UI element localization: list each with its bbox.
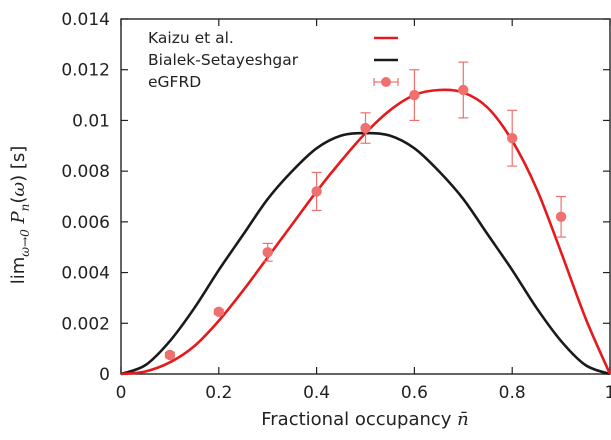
y-tick-label: 0.002 bbox=[61, 314, 110, 334]
data-point bbox=[311, 186, 322, 197]
y-axis-label: limω→0 Pn(ω) [s] bbox=[8, 146, 32, 285]
data-point bbox=[262, 247, 273, 258]
ticks-group: 0 0.2 0.4 0.6 0.8 1 0 0.002 0.004 0.006 0.008 0.01 0… bbox=[61, 10, 611, 403]
data-point bbox=[507, 132, 518, 144]
x-axis-label: Fractional occupancy n̄ bbox=[261, 409, 469, 430]
x-tick-label: 0 bbox=[116, 383, 127, 403]
x-tick-label: 0.4 bbox=[303, 383, 330, 403]
data-point bbox=[213, 306, 224, 318]
x-tick-label: 0.8 bbox=[499, 383, 526, 403]
series-group bbox=[120, 61, 611, 376]
legend-label: Kaizu et al. bbox=[148, 29, 234, 47]
y-axis-label-omega: ω bbox=[8, 182, 29, 197]
data-point bbox=[164, 349, 176, 361]
x-axis-label-symbol: n̄ bbox=[457, 409, 469, 430]
x-axis-label-text: Fractional occupancy bbox=[261, 409, 457, 430]
legend-label: Bialek-Setayeshgar bbox=[148, 51, 299, 69]
y-axis-label-unit: ) [s] bbox=[8, 146, 29, 182]
data-point bbox=[409, 89, 420, 101]
y-axis-label-n: n bbox=[18, 204, 32, 212]
y-axis-label-subscript: ω→0 bbox=[18, 229, 32, 257]
y-tick-label: 0.01 bbox=[72, 111, 110, 131]
data-point bbox=[458, 84, 469, 96]
series-line-1 bbox=[120, 131, 611, 376]
data-point bbox=[360, 122, 371, 134]
y-tick-label: 0.012 bbox=[61, 61, 110, 81]
y-tick-label: 0.014 bbox=[61, 10, 110, 30]
y-tick-label: 0.006 bbox=[61, 213, 110, 233]
plot-frame bbox=[120, 18, 611, 375]
y-tick-label: 0.004 bbox=[61, 264, 110, 284]
y-axis-label-lim: lim bbox=[8, 257, 29, 285]
x-tick-label: 1 bbox=[605, 383, 611, 403]
plot-frame-group bbox=[120, 18, 611, 375]
x-tick-label: 0.2 bbox=[205, 383, 232, 403]
y-tick-label: 0 bbox=[99, 365, 110, 385]
legend-label: eGFRD bbox=[148, 73, 201, 91]
x-tick-label: 0.6 bbox=[401, 383, 428, 403]
y-axis-label-omega-open: ( bbox=[8, 197, 29, 204]
y-axis-label-p: P bbox=[8, 210, 29, 224]
legend-swatch-point bbox=[381, 77, 391, 87]
y-axis-label-group: limω→0 Pn(ω) [s] bbox=[8, 146, 32, 285]
y-tick-label: 0.008 bbox=[61, 162, 110, 182]
legend-group: Kaizu et al. Bialek-Setayeshgar eGFRD bbox=[148, 29, 399, 91]
data-point bbox=[555, 211, 567, 222]
